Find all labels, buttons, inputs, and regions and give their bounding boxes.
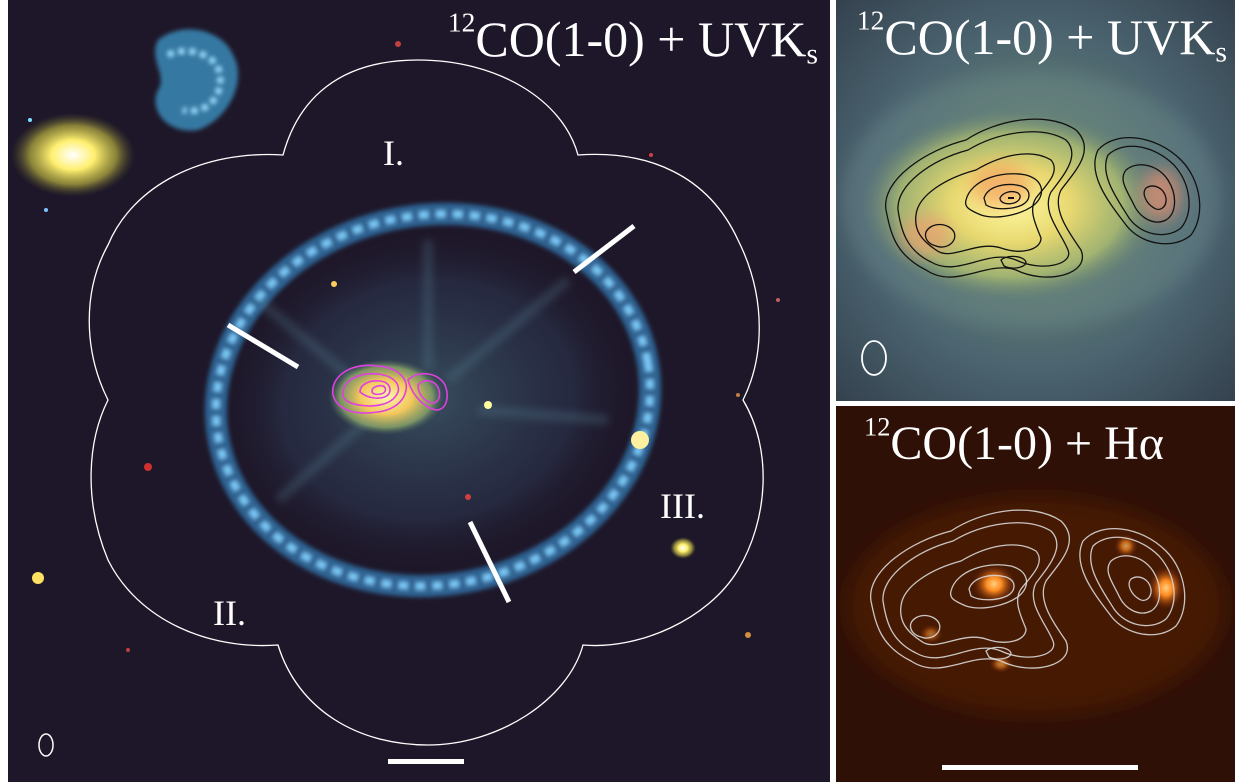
panel-label-main: 12CO(1-0) + UVKs (447, 6, 818, 71)
panel-label-zoom-halpha: 12CO(1-0) + Hα (864, 411, 1164, 470)
blue-ring (204, 202, 662, 598)
main-image-canvas (11, 28, 780, 764)
zoom-beam-ellipse (861, 340, 887, 376)
companion-galaxy-blue (155, 29, 239, 131)
zoom-uvks-canvas (836, 0, 1235, 401)
co-contours-zoom (885, 118, 1201, 278)
co-contours-main (332, 364, 448, 414)
zoom-halpha-panel: 12CO(1-0) + Hα (836, 406, 1235, 782)
co-contours-halpha (870, 509, 1186, 669)
zoom-scale-bar (942, 765, 1138, 770)
sector-dividers (226, 224, 636, 604)
beam-ellipse (38, 733, 54, 757)
main-image-panel: 12CO(1-0) + UVKs I. II. III. (8, 0, 830, 782)
halpha-knots (919, 534, 1184, 673)
zoom-uvks-panel: 12CO(1-0) + UVKs (836, 0, 1235, 401)
companion-galaxy-yellow (11, 113, 135, 197)
panel-label-zoom-uvks: 12CO(1-0) + UVKs (856, 4, 1227, 69)
region-label-2: II. (213, 593, 246, 633)
scale-bar (388, 759, 464, 764)
field-stars (28, 28, 780, 652)
mosaic-footprint-outline (88, 59, 764, 746)
small-spiral-galaxy (670, 537, 696, 559)
region-label-3: III. (660, 486, 705, 526)
region-label-1: I. (383, 133, 404, 173)
zoom-halpha-canvas (836, 406, 1235, 782)
